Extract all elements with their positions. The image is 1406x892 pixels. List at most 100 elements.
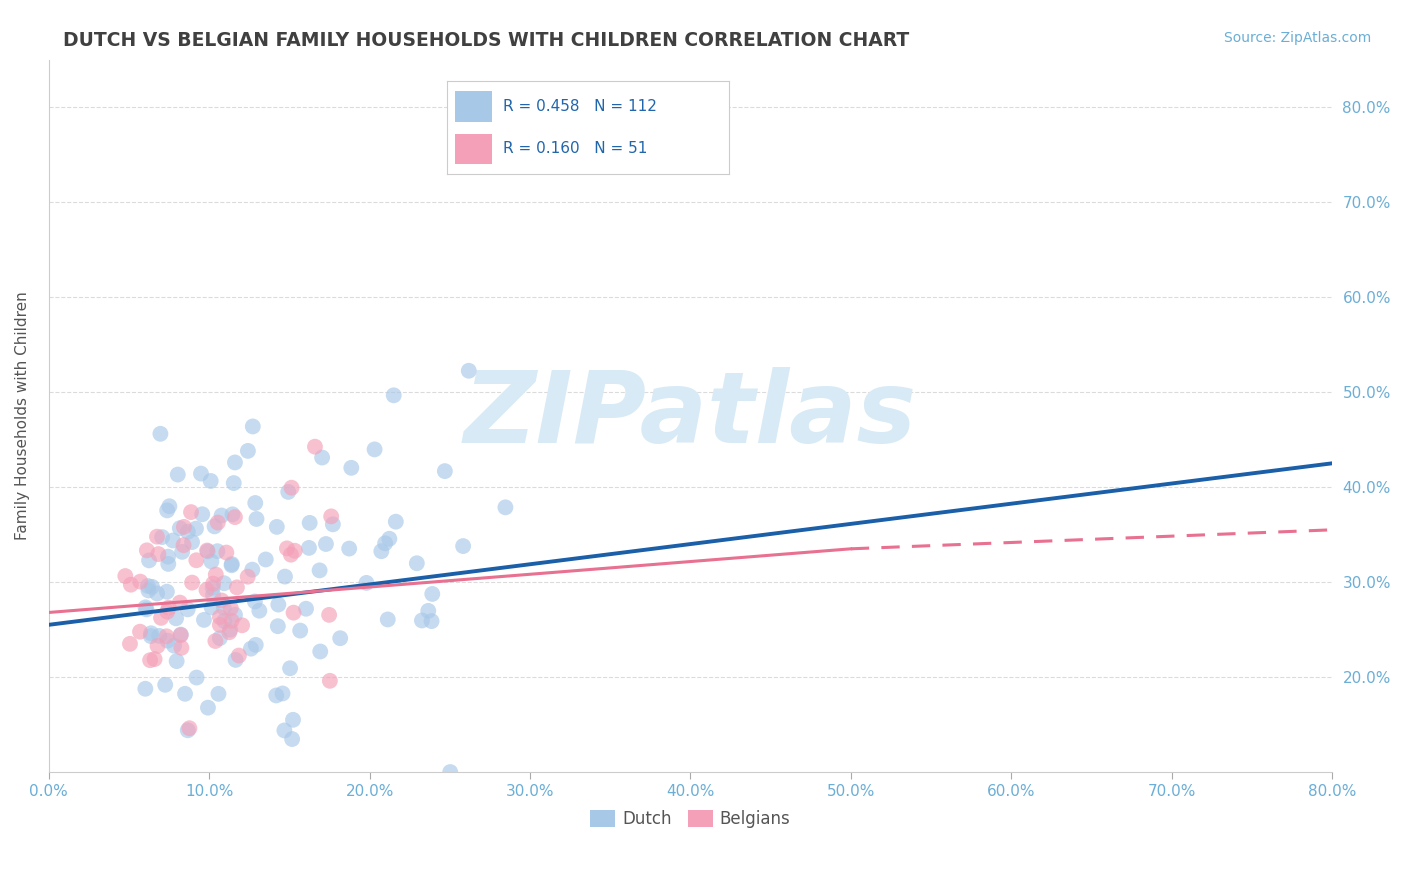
Dutch [201,600,224,615]
Dutch [150,530,173,544]
Dutch [245,512,267,526]
Dutch [156,503,179,517]
Dutch [201,581,224,595]
Dutch [290,624,312,638]
Dutch [141,580,163,594]
Dutch [153,678,176,692]
Belgians [139,653,162,667]
Belgians [304,440,326,454]
Dutch [163,639,186,653]
Dutch [212,576,235,591]
Belgians [224,510,246,524]
Belgians [284,543,307,558]
Belgians [173,520,195,534]
Dutch [162,533,184,548]
Dutch [177,524,200,539]
Dutch [170,627,193,641]
Dutch [377,612,399,626]
Belgians [283,606,305,620]
Belgians [221,614,243,628]
Belgians [195,582,218,597]
Belgians [120,577,142,591]
Dutch [148,629,170,643]
Dutch [176,602,198,616]
Dutch [374,536,396,550]
Dutch [156,549,179,564]
Y-axis label: Family Households with Children: Family Households with Children [15,292,30,541]
Belgians [280,548,302,562]
Belgians [181,575,204,590]
Belgians [169,628,191,642]
Dutch [420,614,443,628]
Dutch [267,619,290,633]
Dutch [405,556,427,570]
Dutch [378,532,401,546]
Dutch [311,450,333,465]
Belgians [219,601,242,615]
Dutch [138,553,160,567]
Dutch [225,653,247,667]
Dutch [239,641,262,656]
Dutch [382,388,405,402]
Dutch [138,583,160,598]
Dutch [236,443,259,458]
Dutch [221,557,243,571]
Dutch [219,623,242,637]
Dutch [309,644,332,658]
Dutch [278,661,301,675]
Dutch [212,600,235,615]
Dutch [385,515,408,529]
Belgians [146,530,169,544]
Belgians [150,611,173,625]
Dutch [243,594,266,608]
Dutch [200,474,222,488]
Dutch [337,541,360,556]
Dutch [245,638,267,652]
Dutch [356,575,378,590]
Legend: Dutch, Belgians: Dutch, Belgians [583,804,797,835]
Dutch [494,500,516,515]
Dutch [370,544,392,558]
Dutch [211,508,233,523]
Dutch [439,765,461,780]
Dutch [208,631,231,645]
Belgians [118,637,141,651]
Belgians [204,634,226,648]
Dutch [295,601,318,615]
Dutch [242,419,264,434]
Text: ZIPatlas: ZIPatlas [464,368,917,465]
Belgians [155,629,177,643]
Belgians [129,574,152,589]
Belgians [114,569,136,583]
Dutch [134,681,156,696]
Dutch [363,442,385,457]
Dutch [184,522,207,536]
Dutch [245,496,267,510]
Belgians [226,580,249,594]
Dutch [418,604,440,618]
Dutch [254,552,277,566]
Dutch [221,558,243,573]
Dutch [135,602,157,616]
Belgians [208,618,231,632]
Dutch [433,464,456,478]
Dutch [273,723,295,738]
Dutch [157,500,180,514]
Dutch [207,544,229,558]
Dutch [166,654,188,668]
Dutch [146,586,169,600]
Belgians [170,640,193,655]
Dutch [181,535,204,549]
Dutch [298,516,321,530]
Dutch [224,607,246,622]
Dutch [221,508,243,522]
Belgians [195,543,218,558]
Belgians [173,538,195,552]
Dutch [240,563,263,577]
Belgians [204,567,226,582]
Dutch [134,600,156,615]
Dutch [451,539,474,553]
Dutch [247,604,270,618]
Dutch [197,700,219,714]
Dutch [308,563,330,577]
